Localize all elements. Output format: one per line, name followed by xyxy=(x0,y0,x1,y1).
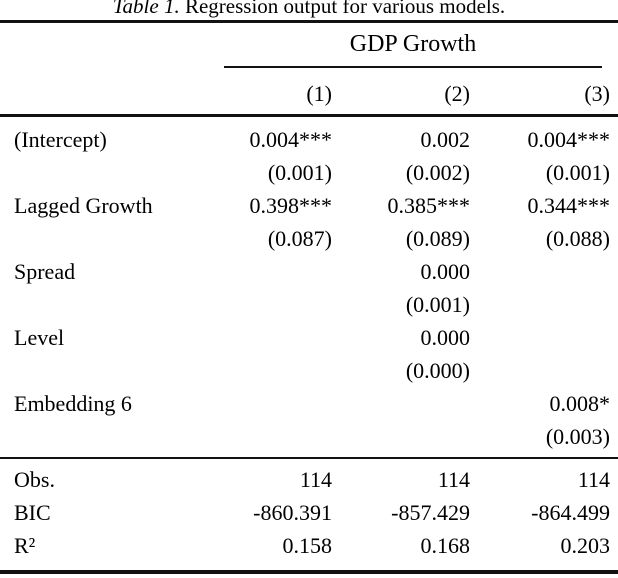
cell-value: -860.391 xyxy=(253,500,332,525)
cell-value: -857.429 xyxy=(391,500,470,525)
row-label xyxy=(0,222,224,255)
cell-value xyxy=(332,387,470,420)
column-header-empty xyxy=(0,77,224,110)
row-label xyxy=(0,288,224,321)
cell-value xyxy=(224,387,332,420)
table-row: Obs. 114 114 114 xyxy=(0,463,610,496)
cell-value: 0.385*** xyxy=(387,193,471,218)
cell-value: (0.003) xyxy=(545,424,610,449)
cell-value xyxy=(470,255,610,288)
table-row: (0.001) (0.002) (0.001) xyxy=(0,156,610,189)
table-title-text: Regression output for various models. xyxy=(179,0,506,18)
cell-value: 0.168 xyxy=(420,533,471,558)
table-row: (0.001) xyxy=(0,288,610,321)
cell-value: 0.000 xyxy=(420,259,471,284)
row-label xyxy=(0,156,224,189)
table-title: Table 1. Regression output for various m… xyxy=(0,0,618,17)
top-rule xyxy=(0,20,618,23)
table-row: Spread 0.000 xyxy=(0,255,610,288)
cell-value: 0.002 xyxy=(420,127,471,152)
stats-rule xyxy=(0,457,618,459)
row-label xyxy=(0,354,224,387)
cell-value: -864.499 xyxy=(531,500,610,525)
row-label: R² xyxy=(14,533,36,558)
cell-value: 0.398*** xyxy=(249,193,333,218)
cell-value: 0.004*** xyxy=(249,127,333,152)
cell-value: (0.088) xyxy=(545,226,610,251)
cell-value xyxy=(470,321,610,354)
cell-value xyxy=(224,255,332,288)
cell-value xyxy=(224,321,332,354)
cell-value: 0.158 xyxy=(282,533,333,558)
row-label xyxy=(0,420,224,453)
row-label: Spread xyxy=(14,259,76,284)
row-label: Embedding 6 xyxy=(14,391,132,416)
row-label: Lagged Growth xyxy=(14,193,153,218)
row-label: BIC xyxy=(14,500,51,525)
cell-value: (0.087) xyxy=(267,226,332,251)
cell-value: (0.001) xyxy=(405,292,470,317)
cell-value xyxy=(224,354,332,387)
cell-value xyxy=(332,420,470,453)
statistics-rows: Obs. 114 114 114 BIC -860.391 -857.429 -… xyxy=(0,463,618,562)
cell-value: 0.008* xyxy=(549,391,611,416)
cell-value: (0.089) xyxy=(405,226,470,251)
cell-value: (0.000) xyxy=(405,358,470,383)
column-header-2: (2) xyxy=(444,81,470,106)
dependent-variable-header: GDP Growth xyxy=(349,31,477,57)
cell-value xyxy=(224,420,332,453)
column-header-1: (1) xyxy=(306,81,332,106)
cell-value: 114 xyxy=(437,467,470,492)
cell-value: 0.203 xyxy=(560,533,611,558)
cell-value: (0.001) xyxy=(545,160,610,185)
row-label: Obs. xyxy=(14,467,55,492)
table-row: Embedding 6 0.008* xyxy=(0,387,610,420)
cell-value xyxy=(470,354,610,387)
cell-value: 0.000 xyxy=(420,325,471,350)
table-row: R² 0.158 0.168 0.203 xyxy=(0,529,610,562)
cell-value: (0.002) xyxy=(405,160,470,185)
table-row: (0.000) xyxy=(0,354,610,387)
column-header-3: (3) xyxy=(584,81,610,106)
row-label: (Intercept) xyxy=(14,127,107,152)
cell-value: 114 xyxy=(577,467,610,492)
table-row: Lagged Growth 0.398*** 0.385*** 0.344*** xyxy=(0,189,610,222)
table-row: (Intercept) 0.004*** 0.002 0.004*** xyxy=(0,123,610,156)
bottom-rule xyxy=(0,570,618,574)
coefficient-rows: (Intercept) 0.004*** 0.002 0.004*** (0.0… xyxy=(0,123,618,453)
table-row: BIC -860.391 -857.429 -864.499 xyxy=(0,496,610,529)
cell-value: 0.344*** xyxy=(527,193,611,218)
table-row: (0.087) (0.089) (0.088) xyxy=(0,222,610,255)
row-label: Level xyxy=(14,325,65,350)
cell-value: (0.001) xyxy=(267,160,332,185)
cell-value xyxy=(224,288,332,321)
column-header-row: (1) (2) (3) xyxy=(0,77,610,110)
table-title-number: Table 1. xyxy=(112,0,180,18)
span-header-underline xyxy=(224,66,602,68)
header-rule xyxy=(0,114,618,117)
table-row: Level 0.000 xyxy=(0,321,610,354)
table-row: (0.003) xyxy=(0,420,610,453)
cell-value: 0.004*** xyxy=(527,127,611,152)
cell-value: 114 xyxy=(299,467,332,492)
cell-value xyxy=(470,288,610,321)
